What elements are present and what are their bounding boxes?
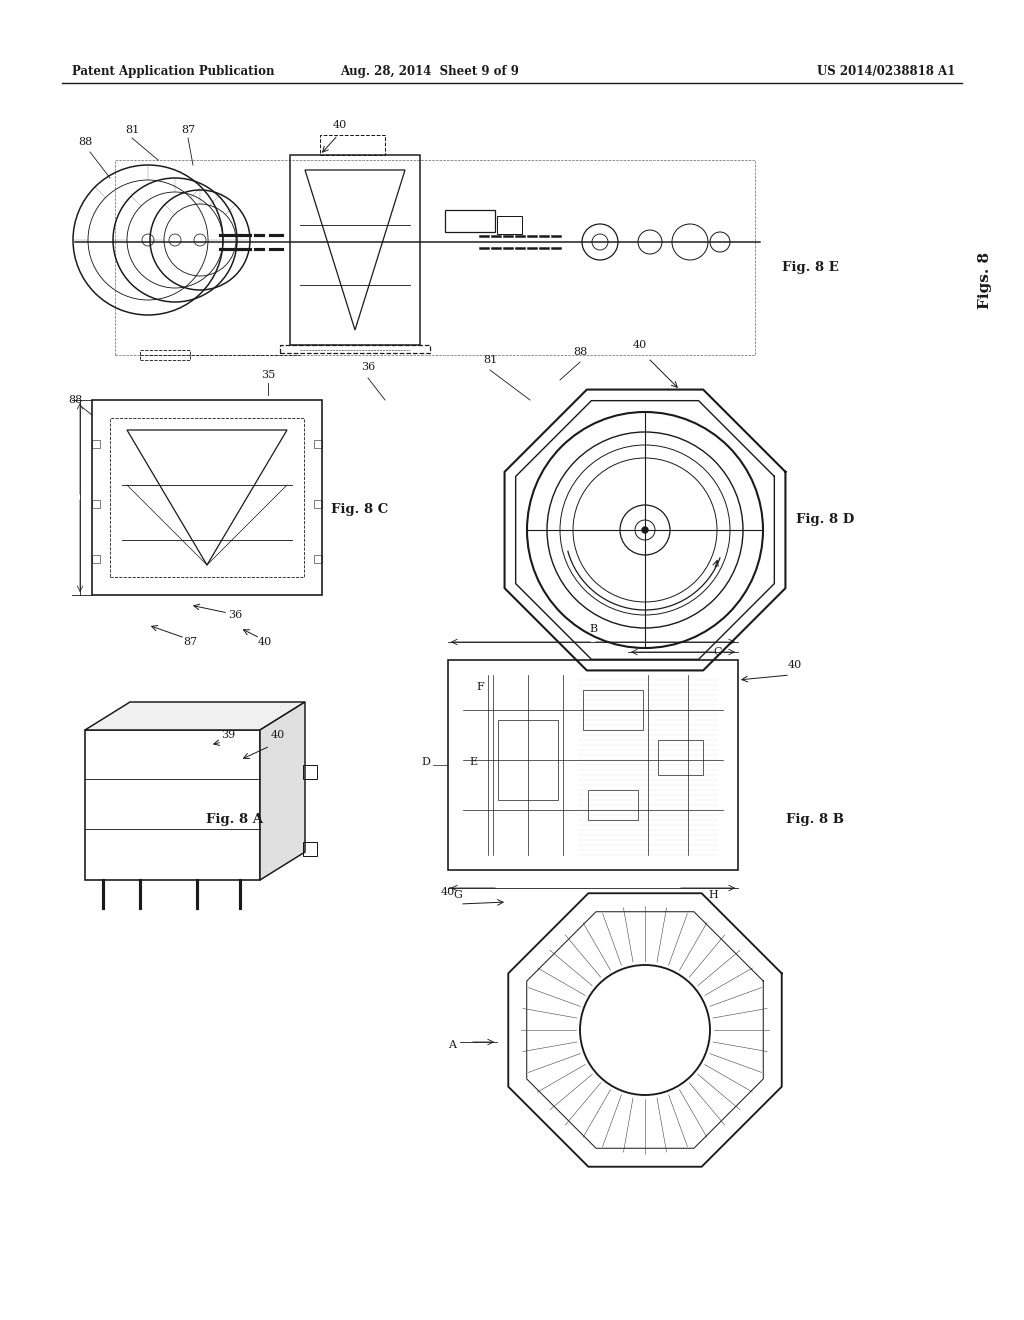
Bar: [303, 842, 317, 855]
Text: 40: 40: [271, 730, 285, 741]
Polygon shape: [260, 702, 305, 880]
Bar: [583, 690, 643, 730]
Text: Patent Application Publication: Patent Application Publication: [72, 66, 274, 78]
Bar: [314, 554, 322, 564]
Text: Fig. 8 A: Fig. 8 A: [207, 813, 263, 826]
Text: Fig. 8 E: Fig. 8 E: [781, 261, 839, 275]
Text: 88: 88: [68, 395, 82, 405]
Bar: [115, 160, 755, 355]
Text: 40: 40: [787, 660, 802, 671]
Text: 35: 35: [261, 370, 275, 380]
Text: 81: 81: [125, 125, 139, 135]
Text: 87: 87: [181, 125, 195, 135]
Bar: [280, 345, 430, 352]
Bar: [303, 766, 317, 779]
Bar: [588, 789, 638, 820]
Text: H: H: [709, 890, 718, 900]
Bar: [314, 440, 322, 447]
Text: 40: 40: [333, 120, 347, 129]
Bar: [92, 440, 100, 447]
Bar: [449, 660, 738, 870]
Bar: [497, 216, 522, 234]
Text: D: D: [422, 756, 430, 767]
Bar: [92, 500, 100, 508]
Text: 36: 36: [228, 610, 242, 620]
Text: C: C: [714, 647, 722, 657]
Text: 88: 88: [78, 137, 92, 147]
Polygon shape: [85, 702, 305, 730]
Text: 81: 81: [483, 355, 497, 366]
Bar: [658, 741, 703, 775]
Text: 87: 87: [183, 638, 197, 647]
Bar: [92, 400, 322, 595]
Text: 40: 40: [441, 887, 455, 898]
Text: Fig. 8 D: Fig. 8 D: [796, 513, 854, 527]
Bar: [319, 135, 385, 154]
Text: 88: 88: [572, 347, 587, 356]
Polygon shape: [85, 730, 260, 880]
Text: A: A: [449, 1040, 456, 1049]
Bar: [314, 500, 322, 508]
Bar: [140, 350, 190, 360]
Text: F: F: [476, 682, 484, 692]
Circle shape: [642, 527, 648, 533]
Bar: [110, 418, 304, 577]
Text: 40: 40: [633, 341, 647, 350]
Text: E: E: [469, 756, 477, 767]
Bar: [498, 719, 558, 800]
Text: Fig. 8 B: Fig. 8 B: [786, 813, 844, 826]
Bar: [445, 210, 495, 232]
Text: B: B: [589, 624, 597, 634]
Text: G: G: [454, 890, 463, 900]
Text: 36: 36: [360, 362, 375, 372]
Text: US 2014/0238818 A1: US 2014/0238818 A1: [817, 66, 955, 78]
Text: Aug. 28, 2014  Sheet 9 of 9: Aug. 28, 2014 Sheet 9 of 9: [341, 66, 519, 78]
Bar: [92, 554, 100, 564]
Text: Fig. 8 C: Fig. 8 C: [332, 503, 389, 516]
Text: Figs. 8: Figs. 8: [978, 251, 992, 309]
Text: 40: 40: [258, 638, 272, 647]
Bar: [290, 154, 420, 345]
Text: 39: 39: [221, 730, 236, 741]
